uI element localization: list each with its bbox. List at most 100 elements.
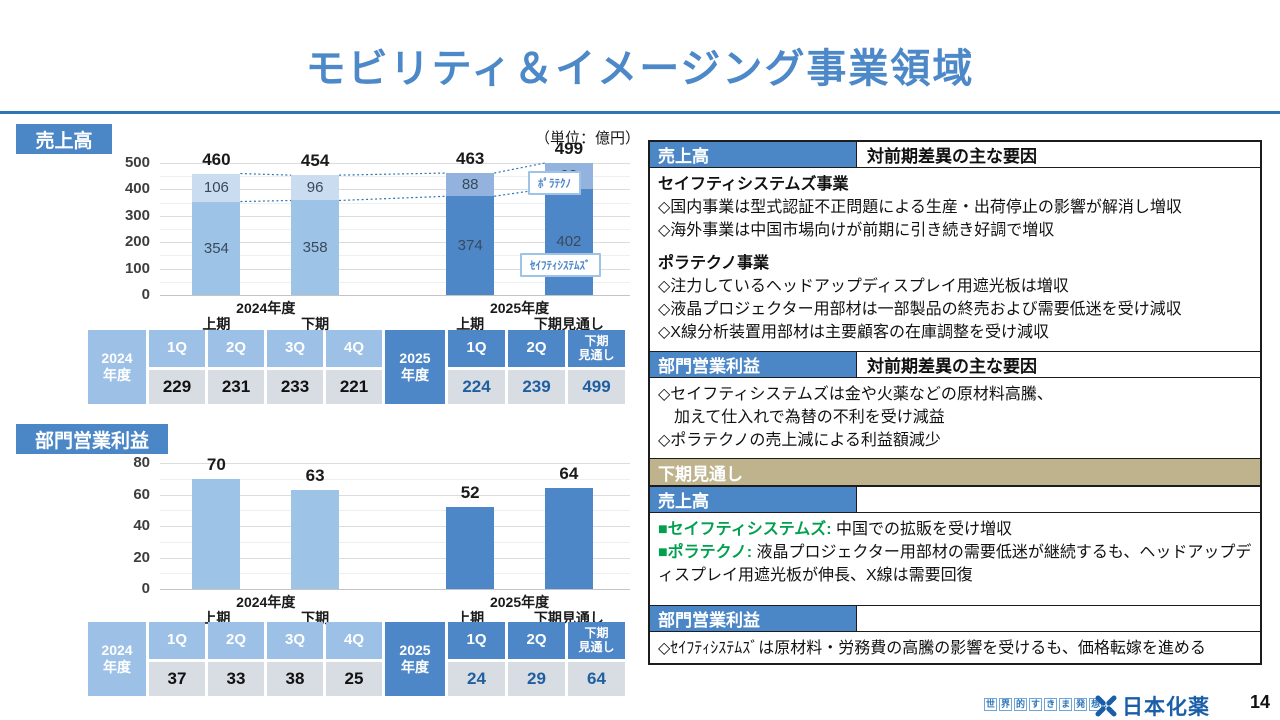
safety-business-title: セイフティシステムズ事業 [658,176,849,193]
table-value-cell: 29 [508,662,565,696]
company-tagline: 世界的すきま発想. [984,698,1107,711]
trend-dotted-lines [240,162,546,203]
table-header-cell: 2Q [508,622,565,659]
y-tick-label: 400 [124,180,150,198]
bar [544,488,593,589]
tagline-char: 世 [984,698,998,711]
bar [446,507,495,589]
bar-segment-polatechno: 96 [291,175,340,201]
factor-line: ◇国内事業は型式認証不正問題による生産・出荷停止の影響が解消し増収 [658,199,1182,216]
unit-label: （単位：億円） [534,130,640,147]
table-value-cell: 33 [208,662,264,696]
profit-factor-header-row: 部門営業利益 対前期差異の主な要因 [650,351,1260,378]
sales-chart-badge: 売上高 [16,124,112,154]
sales-quarter-table: 2024 年度 1Q 2Q 3Q 4Q 229 231 233 221 2025 年度 1Q 2Q 下期… [88,330,625,404]
table-header-cell: 2Q [508,330,565,367]
bar: 96 358 [291,175,340,295]
gridline [160,255,630,257]
x-group-label: 2024年度 [236,300,296,316]
gridline [160,268,630,270]
x-period-label: 上期 [202,316,231,332]
tagline-char: 的 [1014,698,1028,711]
y-tick-label: 20 [133,548,150,566]
segment-value-label: 374 [457,237,483,255]
bar-total-label: 63 [305,465,325,485]
outlook-line: ■セイフティシステムズ: 中国での拡販を受け増収 [658,518,1252,541]
sales-chart: 0 100 200 300 400 500 106 354 460 96 358 454 88 374 46… [115,139,640,336]
bar-segment-polatechno: 88 [446,173,495,197]
table-value-cell: 38 [267,662,323,696]
table-value-cell: 499 [568,370,625,404]
polatechno-business-title: ポラテクノ事業 [658,255,770,272]
safety-label: ■セイフティシステムズ: [658,521,832,538]
empty-cell [856,487,1260,512]
gridline [160,526,630,527]
table-value-cell: 224 [448,370,505,404]
table-header-cell: 2Q [208,330,264,367]
title-divider [0,111,1280,114]
bar-total-label: 70 [206,454,226,474]
table-year-cell-2024: 2024 年度 [88,622,146,696]
bar-total-label: 64 [559,464,579,484]
y-tick-label: 200 [124,233,150,251]
bar-total-label: 460 [202,149,231,169]
outlook-profit-header-row: 部門営業利益 [650,605,1260,632]
segment-value-label: 402 [556,233,582,251]
gridline [160,557,630,559]
gridline [160,189,630,191]
gridline [160,478,630,480]
outlook-profit-header-cell: 部門営業利益 [650,606,856,631]
y-tick-label: 100 [124,259,150,277]
bar-total-label: 499 [554,139,584,158]
legend-safety-systems: ｾｲﾌﾃｨｼｽﾃﾑｽﾞ [520,253,601,277]
y-tick-label: 80 [133,454,150,471]
trend-line-segment [339,172,447,176]
trend-line-segment [339,195,447,202]
y-tick-label: 40 [133,517,150,534]
tagline-char: き [1044,698,1058,711]
gridline [160,510,630,512]
empty-cell [856,606,1260,631]
outlook-line: ■ポラテクノ: 液晶プロジェクター用部材の需要低迷が継続するも、ヘッドアップディ… [658,541,1252,587]
factor-line: ◇液晶プロジェクター用部材は一部製品の終売および需要低迷を受け減収 [658,301,1182,318]
table-value-cell: 231 [208,370,264,404]
company-logo: 日本化薬 [1094,691,1210,720]
gridline [160,229,630,230]
profit-chart-badge: 部門営業利益 [16,424,168,454]
bar-segment-safety-systems: 358 [291,200,340,295]
table-year-cell-2025: 2025 年度 [385,622,445,696]
gridline [160,176,630,178]
table-header-cell: 1Q [448,330,505,367]
tagline-char: 界 [999,698,1013,711]
gridline [160,242,630,244]
gridline [160,573,630,575]
bar-total-label: 463 [456,149,485,169]
table-header-cell: 1Q [149,330,205,367]
outlook-sales-header-row: 売上高 [650,486,1260,513]
table-header-cell: 下期 見通し [568,330,625,367]
tagline-char: ま [1059,698,1073,711]
page-title: モビリティ＆イメージング事業領域 [305,47,975,91]
gridline [160,215,630,217]
bar-total-label: 52 [460,483,480,503]
factor-line: ◇X線分析装置用部材は主要顧客の在庫調整を受け減収 [658,324,1049,341]
right-panel: 売上高 対前期差異の主な要因 セイフティシステムズ事業 ◇国内事業は型式認証不正… [648,140,1262,665]
x-group-label: 2024年度 [236,594,296,610]
outlook-sales-body: ■セイフティシステムズ: 中国での拡販を受け増収 ■ポラテクノ: 液晶プロジェク… [650,513,1260,605]
profit-factors-body: ◇セイフティシステムズは金や火薬などの原材料高騰、 加えて仕入れで為替の不利を受… [650,378,1260,458]
segment-value-label: 354 [203,239,229,257]
outlook-sales-header-cell: 売上高 [650,487,856,512]
y-tick-label: 300 [124,206,150,224]
table-value-cell: 233 [267,370,323,404]
y-tick-label: 0 [141,286,150,303]
chart-plot: 0 20 40 60 80 70 63 52 64 2024年度 2025年度 上期 下期 上期 下期見通し [133,454,630,626]
sales-factors-body: セイフティシステムズ事業 ◇国内事業は型式認証不正問題による生産・出荷停止の影響… [650,168,1260,351]
chart-plot: 0 100 200 300 400 500 106 354 460 96 358 454 88 374 46… [125,139,630,332]
profit-quarter-table: 2024 年度 1Q 2Q 3Q 4Q 37 33 38 25 2025 年度 1Q 2Q 下期 見通し… [88,622,625,696]
gridline [160,463,630,464]
segment-value-label: 106 [203,179,229,197]
segment-value-label: 358 [302,239,328,257]
bar [192,478,241,589]
y-tick-label: 500 [124,154,150,171]
